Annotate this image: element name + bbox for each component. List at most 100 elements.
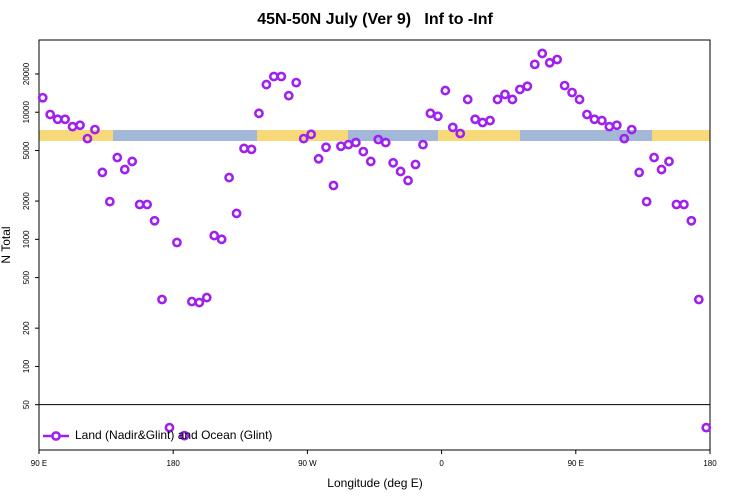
x-tick-label: 0 (439, 459, 444, 468)
data-point (649, 152, 659, 163)
data-point (67, 121, 78, 132)
data-point (306, 129, 317, 140)
data-point (440, 85, 451, 96)
data-point (343, 139, 354, 150)
data-point (380, 137, 391, 148)
data-point (403, 175, 413, 186)
x-axis-label: Longitude (deg E) (327, 476, 422, 490)
data-point (157, 294, 167, 305)
chart-title: 45N-50N July (Ver 9) Inf to -Inf (257, 11, 493, 28)
data-point (283, 90, 294, 101)
band-segment (39, 130, 113, 141)
x-tick-label: 90 E (31, 459, 47, 468)
data-point (246, 144, 257, 155)
data-point (224, 172, 235, 183)
data-point (313, 153, 324, 164)
plot-frame (38, 39, 711, 451)
data-point (537, 48, 548, 59)
data-point (604, 121, 615, 132)
x-tick-label: 90 W (298, 459, 317, 468)
data-point (90, 124, 100, 135)
data-point (254, 108, 264, 119)
data-point (619, 133, 630, 144)
data-point (447, 122, 458, 133)
data-point (45, 109, 56, 120)
data-point (656, 164, 667, 175)
data-point (418, 139, 428, 150)
data-point (209, 230, 220, 241)
data-point (112, 152, 123, 163)
data-point (432, 111, 443, 122)
data-point (97, 167, 108, 178)
data-point (127, 156, 138, 167)
y-tick-label: 2000 (22, 192, 31, 210)
data-point (142, 199, 153, 210)
data-point (679, 199, 689, 210)
data-point (261, 79, 272, 90)
data-point (492, 94, 503, 105)
data-point (611, 120, 622, 131)
data-point (574, 94, 585, 105)
data-point (134, 199, 145, 210)
data-point (276, 71, 287, 82)
data-point (268, 71, 279, 82)
data-point (596, 115, 607, 126)
data-point (172, 237, 182, 248)
data-point (514, 84, 525, 95)
data-point (119, 164, 130, 175)
data-point (589, 114, 600, 125)
data-point (664, 156, 674, 167)
data-point (365, 156, 376, 167)
data-point (686, 215, 697, 226)
x-tick-label: 180 (703, 459, 717, 468)
data-point (149, 215, 160, 226)
data-point (104, 196, 115, 207)
data-point (37, 92, 48, 103)
data-point (529, 59, 540, 70)
y-tick-label: 100 (22, 359, 31, 373)
data-point (75, 120, 85, 131)
y-tick-label: 1000 (22, 230, 31, 248)
band-segment (113, 130, 257, 141)
data-point (298, 133, 309, 144)
data-point (194, 297, 205, 308)
y-tick-label: 10000 (22, 101, 31, 124)
data-point (358, 146, 369, 157)
data-point (462, 94, 473, 105)
data-point (507, 94, 518, 105)
data-point (328, 180, 339, 191)
data-point (231, 208, 242, 219)
data-point (164, 422, 175, 433)
data-point (350, 137, 361, 148)
x-tick-label: 90 E (568, 459, 584, 468)
y-axis-label: N Total (0, 226, 13, 263)
data-point (60, 114, 70, 125)
data-point (425, 108, 436, 119)
data-point (179, 430, 190, 441)
data-point (500, 89, 510, 100)
data-point (641, 196, 652, 207)
data-point (216, 234, 227, 245)
data-point (544, 57, 555, 68)
data-point (201, 292, 212, 303)
data-point (485, 115, 495, 126)
y-tick-label: 50 (22, 400, 31, 409)
data-point (336, 141, 346, 152)
x-tick-label: 180 (167, 459, 181, 468)
data-point (522, 81, 533, 92)
data-point (701, 422, 712, 433)
y-tick-label: 200 (22, 321, 31, 335)
band-segment (348, 130, 438, 141)
data-point (567, 87, 577, 98)
data-point (410, 159, 421, 170)
y-tick-label: 5000 (22, 141, 31, 159)
data-point (186, 296, 197, 307)
data-point (455, 128, 466, 139)
y-tick-label: 20000 (22, 62, 31, 85)
band-segment (652, 130, 710, 141)
data-point (634, 167, 645, 178)
data-point (470, 114, 481, 125)
data-point (693, 294, 704, 305)
y-tick-label: 500 (22, 270, 31, 284)
